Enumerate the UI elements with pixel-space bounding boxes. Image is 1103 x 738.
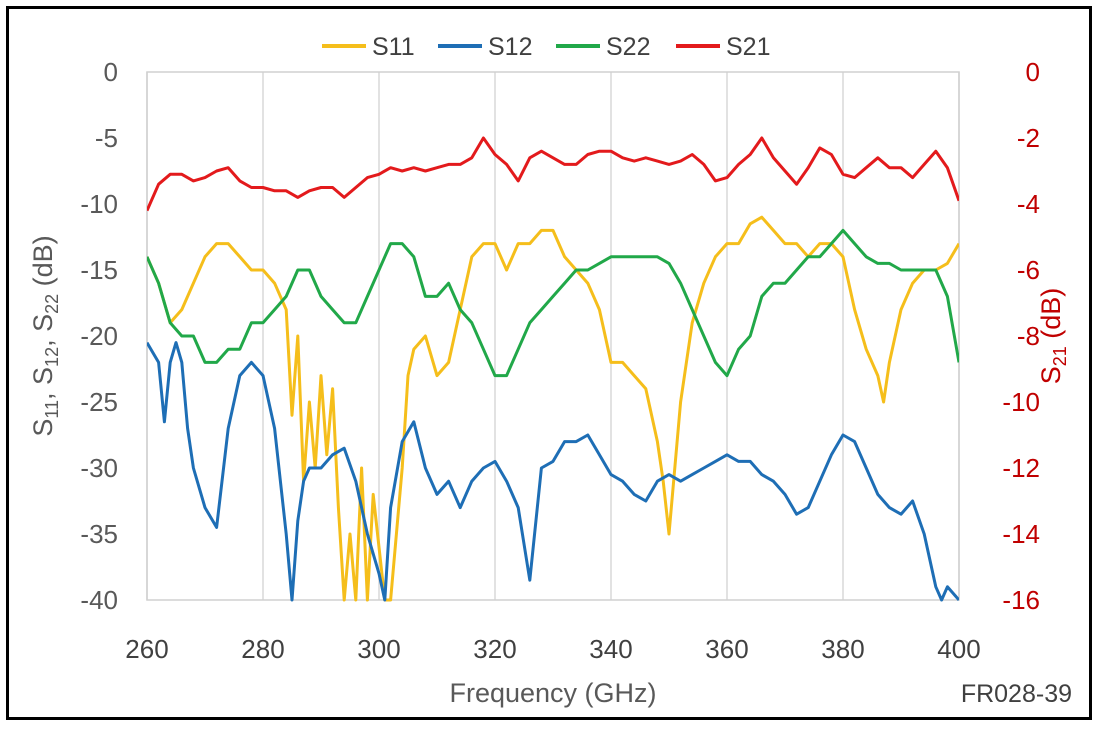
- y-right-tick-label: -14: [1002, 519, 1040, 549]
- y-right-tick-label: -12: [1002, 453, 1040, 483]
- legend-label-s12: S12: [488, 33, 532, 61]
- y-right-tick-label: -4: [1017, 189, 1040, 219]
- y-right-tick-label: -6: [1017, 255, 1040, 285]
- y-left-tick-label: -25: [80, 387, 118, 417]
- series-line-s12: [147, 341, 959, 602]
- legend-label-s22: S22: [606, 33, 650, 61]
- x-tick-label: 380: [821, 634, 864, 664]
- plot-area-border: [146, 71, 960, 601]
- x-tick-label: 400: [937, 634, 980, 664]
- y-left-tick-label: -20: [80, 321, 118, 351]
- legend-label-s21: S21: [726, 33, 770, 61]
- y-left-tick-label: -5: [95, 123, 118, 153]
- series-layer: [147, 136, 959, 602]
- y-right-tick-labels: 0 -2 -4 -6 -8 -10 -12 -14 -16: [1002, 57, 1040, 615]
- y-left-tick-label: -35: [80, 519, 118, 549]
- y-right-axis-title: S21 (dB): [1036, 288, 1070, 385]
- x-tick-label: 280: [241, 634, 284, 664]
- gridlines: [146, 72, 960, 600]
- legend-label-s11: S11: [372, 33, 415, 61]
- y-left-tick-labels: 0 -5 -10 -15 -20 -25 -30 -35 -40: [80, 57, 118, 615]
- x-tick-label: 360: [705, 634, 748, 664]
- y-right-tick-label: -8: [1017, 321, 1040, 351]
- y-right-tick-label: -10: [1002, 387, 1040, 417]
- y-left-tick-label: -40: [80, 585, 118, 615]
- x-tick-labels: 260 280 300 320 340 360 380 400: [125, 634, 980, 664]
- x-tick-label: 300: [357, 634, 400, 664]
- y-left-tick-label: -10: [80, 189, 118, 219]
- y-right-tick-label: 0: [1026, 57, 1040, 87]
- series-line-s22: [147, 228, 959, 378]
- series-line-s21: [147, 136, 959, 212]
- x-tick-label: 340: [589, 634, 632, 664]
- x-tick-label: 260: [125, 634, 168, 664]
- y-right-tick-label: -2: [1017, 123, 1040, 153]
- y-left-tick-label: -15: [80, 255, 118, 285]
- x-axis-title: Frequency (GHz): [449, 678, 656, 708]
- chart-frame: [6, 6, 1092, 720]
- y-right-tick-label: -16: [1002, 585, 1040, 615]
- figure-code: FR028-39: [961, 680, 1072, 708]
- y-left-tick-label: 0: [104, 57, 118, 87]
- y-left-axis-title: S11, S12, S22 (dB): [28, 235, 62, 436]
- x-tick-label: 320: [473, 634, 516, 664]
- legend: S11 S12 S22 S21: [322, 33, 770, 61]
- y-left-tick-label: -30: [80, 453, 118, 483]
